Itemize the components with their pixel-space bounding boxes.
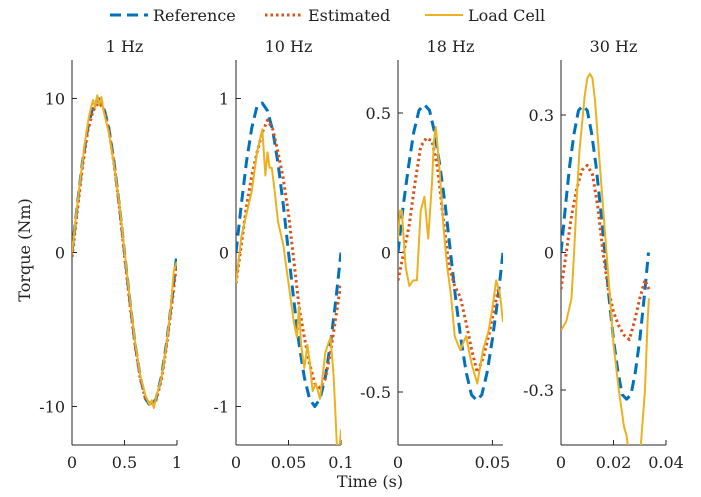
y-tick-label: 0.5 bbox=[366, 104, 391, 123]
y-tick-label: 0.3 bbox=[529, 106, 554, 125]
panel-title: 18 Hz bbox=[427, 37, 475, 56]
y-tick-label: 10 bbox=[45, 90, 65, 109]
x-tick-label: 0 bbox=[231, 453, 241, 472]
series-group bbox=[561, 72, 651, 445]
x-tick-label: 1 bbox=[172, 453, 182, 472]
series-line-load-cell bbox=[236, 128, 341, 445]
series-line-reference bbox=[236, 101, 341, 408]
y-tick-label: -1 bbox=[213, 398, 229, 417]
panel-1: 1 Hz -10 0 10 0 0.5 1 bbox=[39, 37, 182, 472]
panel-4: 30 Hz -0.3 0 0.3 0 0.02 0.04 bbox=[523, 37, 684, 472]
x-tick-label: 0 bbox=[393, 453, 403, 472]
y-tick-label: 0 bbox=[544, 244, 554, 263]
y-tick-label: 0 bbox=[219, 244, 229, 263]
legend-label-reference: Reference bbox=[153, 6, 236, 25]
x-tick-label: 0 bbox=[556, 453, 566, 472]
x-tick-label: 0.05 bbox=[475, 453, 511, 472]
x-tick-label: 0.02 bbox=[596, 453, 632, 472]
y-tick-label: 0 bbox=[55, 244, 65, 263]
series-group bbox=[72, 94, 177, 409]
series-line-reference bbox=[398, 103, 503, 402]
y-axis-label: Torque (Nm) bbox=[15, 198, 34, 301]
x-tick-label: 0.1 bbox=[328, 453, 353, 472]
panel-title: 30 Hz bbox=[590, 37, 638, 56]
series-group bbox=[398, 103, 503, 402]
legend-label-load-cell: Load Cell bbox=[468, 6, 545, 25]
panel-title: 10 Hz bbox=[265, 37, 313, 56]
y-tick-label: 1 bbox=[219, 90, 229, 109]
y-tick-label: 0 bbox=[381, 244, 391, 263]
series-line-load-cell bbox=[561, 72, 650, 445]
y-tick-label: -10 bbox=[39, 398, 65, 417]
series-line-estimated bbox=[236, 118, 341, 390]
panel-3: 18 Hz -0.5 0 0.5 0 0.05 bbox=[360, 37, 510, 472]
legend: Reference Estimated Load Cell bbox=[110, 6, 545, 25]
x-tick-label: 0.05 bbox=[271, 453, 307, 472]
series-line-estimated bbox=[398, 136, 501, 374]
x-tick-label: 0 bbox=[67, 453, 77, 472]
x-tick-label: 0.5 bbox=[112, 453, 137, 472]
series-group bbox=[236, 101, 341, 445]
panel-2: 10 Hz -1 0 1 0 0.05 0.1 bbox=[213, 37, 353, 472]
x-tick-label: 0.04 bbox=[648, 453, 684, 472]
legend-label-estimated: Estimated bbox=[308, 6, 390, 25]
y-tick-label: -0.3 bbox=[523, 381, 554, 400]
y-tick-label: -0.5 bbox=[360, 383, 391, 402]
series-line-load-cell bbox=[398, 126, 503, 385]
panel-title: 1 Hz bbox=[106, 37, 144, 56]
x-axis-label: Time (s) bbox=[337, 472, 403, 491]
series-line-reference bbox=[561, 104, 650, 401]
series-line-load-cell bbox=[72, 94, 177, 409]
